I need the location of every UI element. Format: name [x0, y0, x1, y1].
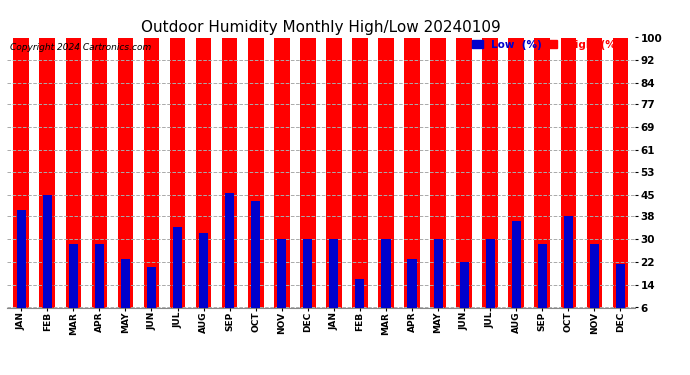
- Bar: [404, 38, 420, 325]
- Bar: [355, 279, 364, 325]
- Bar: [460, 261, 469, 325]
- Legend: Low  (%), High  (%): Low (%), High (%): [472, 40, 620, 50]
- Bar: [433, 238, 443, 325]
- Bar: [95, 244, 104, 325]
- Bar: [329, 238, 338, 325]
- Bar: [43, 195, 52, 325]
- Bar: [121, 259, 130, 325]
- Bar: [117, 38, 133, 325]
- Bar: [486, 238, 495, 325]
- Bar: [17, 210, 26, 325]
- Bar: [300, 38, 315, 325]
- Bar: [199, 233, 208, 325]
- Bar: [173, 227, 182, 325]
- Bar: [586, 38, 602, 325]
- Bar: [13, 38, 29, 325]
- Bar: [512, 221, 521, 325]
- Bar: [482, 38, 498, 325]
- Bar: [352, 38, 368, 325]
- Bar: [147, 267, 156, 325]
- Bar: [590, 244, 599, 325]
- Bar: [92, 38, 107, 325]
- Bar: [277, 238, 286, 325]
- Bar: [69, 244, 78, 325]
- Bar: [326, 38, 342, 325]
- Bar: [538, 244, 547, 325]
- Bar: [39, 38, 55, 325]
- Bar: [431, 38, 446, 325]
- Text: Copyright 2024 Cartronics.com: Copyright 2024 Cartronics.com: [10, 43, 151, 52]
- Bar: [509, 38, 524, 325]
- Bar: [144, 38, 159, 325]
- Bar: [251, 201, 260, 325]
- Bar: [304, 238, 313, 325]
- Bar: [382, 238, 391, 325]
- Bar: [196, 38, 211, 325]
- Bar: [66, 38, 81, 325]
- Bar: [408, 259, 417, 325]
- Bar: [535, 38, 550, 325]
- Bar: [274, 38, 290, 325]
- Bar: [248, 38, 264, 325]
- Title: Outdoor Humidity Monthly High/Low 20240109: Outdoor Humidity Monthly High/Low 202401…: [141, 20, 501, 35]
- Bar: [225, 193, 234, 325]
- Bar: [456, 38, 472, 325]
- Bar: [378, 38, 394, 325]
- Bar: [613, 38, 629, 325]
- Bar: [222, 38, 237, 325]
- Bar: [616, 264, 625, 325]
- Bar: [560, 38, 576, 325]
- Bar: [564, 216, 573, 325]
- Bar: [170, 38, 186, 325]
